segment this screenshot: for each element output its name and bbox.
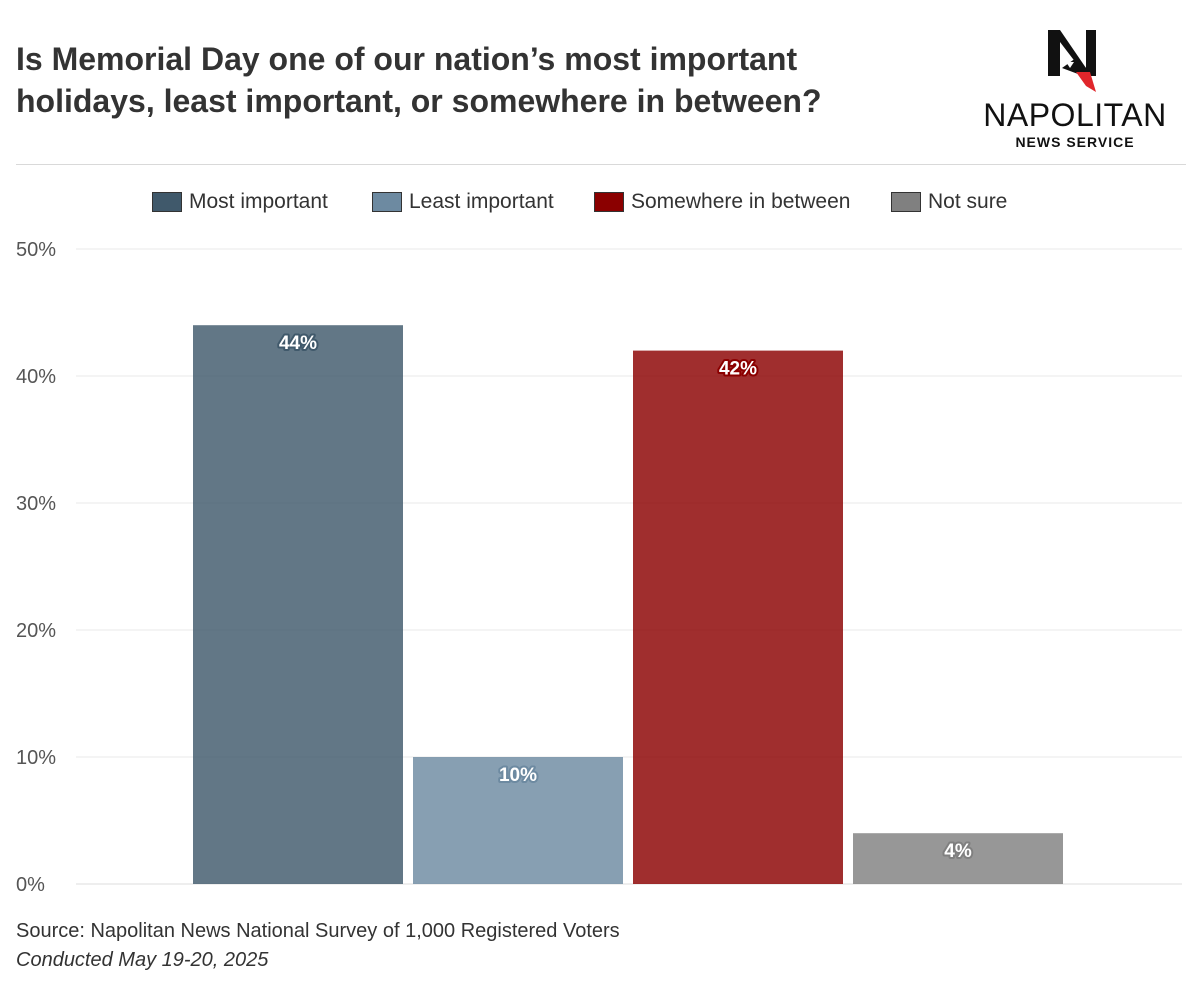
chart-title-line-1: Is Memorial Day one of our nation’s most… [16, 41, 798, 77]
bar-value-label-halo: 44% [279, 333, 317, 354]
napolitan-logo: NAPOLITAN NEWS SERVICE [975, 26, 1175, 152]
logo-subtitle: NEWS SERVICE [1015, 134, 1135, 150]
bar [853, 833, 1063, 884]
chart-legend: Most important Least important Somewhere… [0, 186, 1200, 218]
legend-label-somewhere-in-between: Somewhere in between [631, 190, 851, 213]
legend-label-least-important: Least important [409, 190, 554, 213]
bar [633, 350, 843, 885]
legend-item-least-important: Least important [372, 186, 554, 218]
bar-value-label-halo: 4% [944, 841, 972, 862]
chart-title-line-2: holidays, least important, or somewhere … [16, 83, 822, 119]
legend-item-most-important: Most important [152, 186, 328, 218]
legend-swatch-least-important [372, 192, 402, 212]
y-tick-label: 0% [16, 874, 45, 896]
bar-value-label: 44% [279, 333, 317, 354]
bar [193, 325, 403, 884]
bar-chart: 0%10%20%30%40%50%44%44%10%10%42%42%4%4% [16, 239, 1182, 896]
legend-item-somewhere-in-between: Somewhere in between [594, 186, 850, 218]
legend-swatch-most-important [152, 192, 182, 212]
bar [413, 757, 623, 884]
source-note: Source: Napolitan News National Survey o… [16, 920, 620, 942]
legend-item-not-sure: Not sure [891, 186, 1007, 218]
legend-swatch-not-sure [891, 192, 921, 212]
bar-value-label: 42% [719, 359, 757, 380]
legend-label-not-sure: Not sure [928, 190, 1008, 213]
bar-value-label-halo: 10% [499, 765, 537, 786]
y-tick-label: 20% [16, 620, 56, 642]
napolitan-n-eagle-icon [1048, 30, 1096, 92]
legend-label-most-important: Most important [189, 190, 328, 213]
header-divider [16, 164, 1186, 165]
logo-name: NAPOLITAN [983, 97, 1167, 133]
bar-value-label-halo: 42% [719, 359, 757, 380]
y-tick-label: 40% [16, 366, 56, 388]
y-tick-label: 10% [16, 747, 56, 769]
legend-swatch-somewhere-in-between [594, 192, 624, 212]
bar-value-label: 4% [944, 841, 972, 862]
y-tick-label: 50% [16, 239, 56, 261]
bar-value-label: 10% [499, 765, 537, 786]
chart-title: Is Memorial Day one of our nation’s most… [16, 38, 916, 122]
y-tick-label: 30% [16, 493, 56, 515]
conducted-date: Conducted May 19-20, 2025 [16, 949, 269, 971]
